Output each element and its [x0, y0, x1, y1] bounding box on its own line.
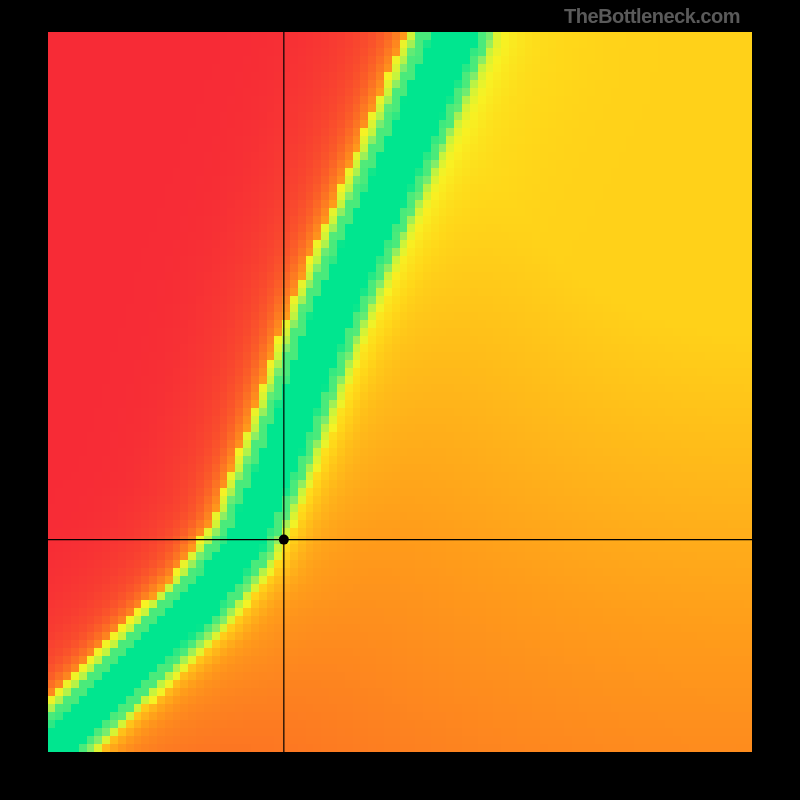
heatmap-plot [48, 32, 752, 752]
watermark-text: TheBottleneck.com [564, 6, 740, 29]
heatmap-canvas [48, 32, 752, 752]
